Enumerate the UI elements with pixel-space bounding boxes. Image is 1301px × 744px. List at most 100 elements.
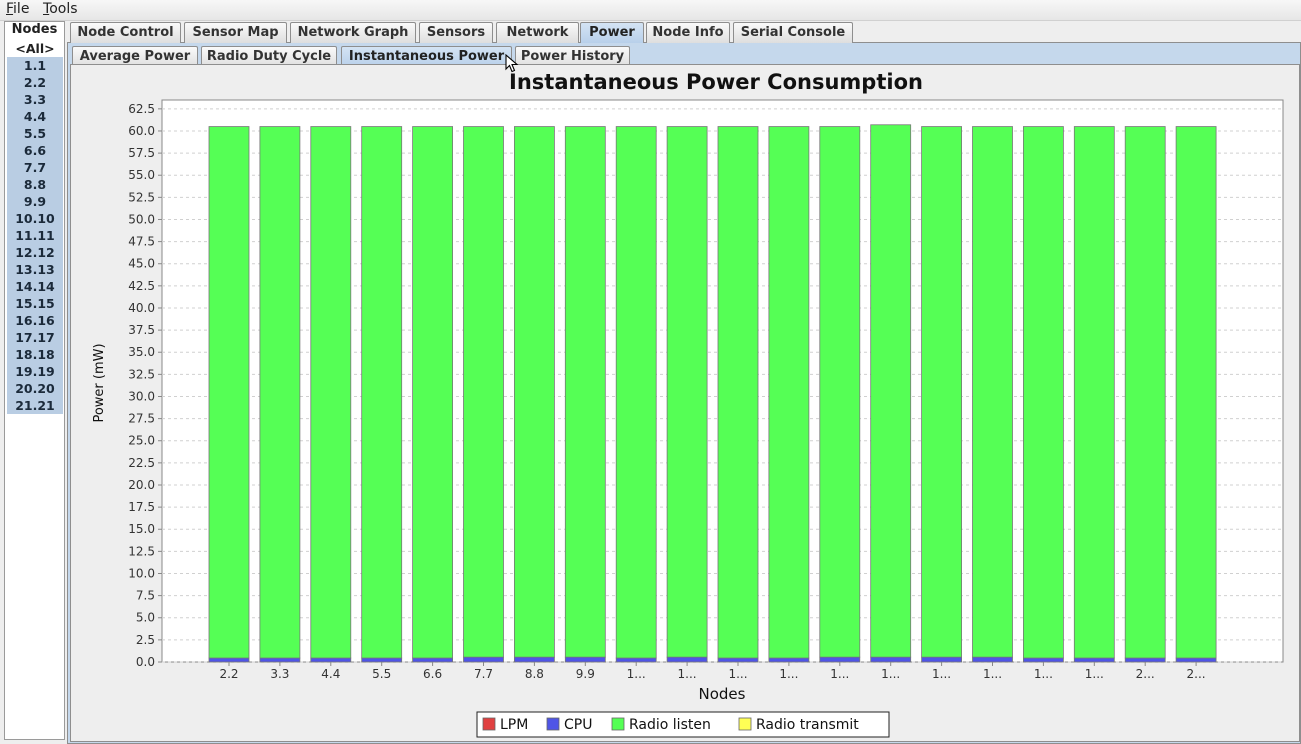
y-tick-label: 52.5 (128, 190, 155, 204)
node-item[interactable]: 19.19 (7, 363, 63, 380)
bar-segment (921, 656, 962, 663)
y-tick-label: 62.5 (128, 102, 155, 116)
node-item[interactable]: 16.16 (7, 312, 63, 329)
x-tick-label: 1... (983, 667, 1002, 681)
node-item[interactable]: 2.2 (7, 74, 63, 91)
node-list[interactable]: <All> 1.1 2.2 3.3 4.4 5.5 6.6 7.7 8.8 9.… (7, 40, 63, 414)
node-item[interactable]: 12.12 (7, 244, 63, 261)
legend-swatch-lpm (482, 717, 496, 731)
legend-label-lpm: LPM (500, 717, 528, 733)
bar-segment (1175, 657, 1217, 663)
bar-segment (870, 656, 912, 663)
node-item[interactable]: 11.11 (7, 227, 63, 244)
legend-frame (476, 711, 890, 738)
node-item-all[interactable]: <All> (7, 40, 63, 57)
bar-segment (819, 126, 861, 658)
bar-segment (259, 126, 301, 659)
tab-network-graph[interactable]: Network Graph (290, 22, 416, 43)
power-subtab-row: Average Power Radio Duty Cycle Instantan… (67, 46, 667, 68)
tab-network[interactable]: Network (496, 22, 579, 43)
y-tick-label: 7.5 (136, 589, 155, 603)
y-tick-label: 45.0 (128, 257, 155, 271)
node-item[interactable]: 14.14 (7, 278, 63, 295)
x-tick-label: 1... (678, 667, 697, 681)
y-tick-label: 47.5 (128, 235, 155, 249)
bar-segment (564, 656, 606, 663)
x-tick-label: 9.9 (576, 667, 595, 681)
tab-instantaneous-power[interactable]: Instantaneous Power (341, 46, 512, 67)
node-item[interactable]: 21.21 (7, 397, 63, 414)
bar-segment (1124, 126, 1166, 659)
legend-label-cpu: CPU (564, 717, 592, 733)
node-item[interactable]: 13.13 (7, 261, 63, 278)
bar-segment (564, 126, 606, 658)
y-tick-label: 42.5 (128, 279, 155, 293)
node-item[interactable]: 9.9 (7, 193, 63, 210)
bar-segment (1023, 126, 1064, 659)
tab-node-info[interactable]: Node Info (646, 22, 730, 43)
menu-file[interactable]: File (6, 1, 29, 17)
y-tick-label: 37.5 (128, 323, 155, 337)
node-item[interactable]: 5.5 (7, 125, 63, 142)
tab-sensor-map[interactable]: Sensor Map (184, 22, 287, 43)
bar-segment (717, 657, 759, 663)
y-tick-label: 55.0 (128, 168, 155, 182)
tab-power-history[interactable]: Power History (515, 46, 630, 67)
y-tick-label: 40.0 (128, 301, 155, 315)
bar-segment (921, 126, 962, 658)
y-tick-label: 60.0 (128, 124, 155, 138)
node-item[interactable]: 18.18 (7, 346, 63, 363)
bar-segment (768, 657, 810, 663)
bar-segment (208, 126, 250, 659)
tab-average-power[interactable]: Average Power (72, 46, 198, 67)
y-tick-label: 50.0 (128, 212, 155, 226)
legend-swatch-radio-listen (611, 717, 625, 731)
power-bar-chart: Instantaneous Power Consumption 0.0 2.5 5.… (92, 70, 1284, 738)
menu-tools[interactable]: Tools (43, 1, 78, 17)
node-item[interactable]: 17.17 (7, 329, 63, 346)
bar-segment (1023, 657, 1064, 663)
node-item[interactable]: 4.4 (7, 108, 63, 125)
node-item[interactable]: 10.10 (7, 210, 63, 227)
tab-radio-duty-cycle[interactable]: Radio Duty Cycle (201, 46, 337, 67)
tab-node-control[interactable]: Node Control (70, 22, 181, 43)
legend-label-radio-transmit: Radio transmit (756, 717, 859, 733)
y-tick-label: 30.0 (128, 389, 155, 403)
node-item[interactable]: 1.1 (7, 57, 63, 74)
y-axis-label: Power (mW) (92, 343, 107, 422)
x-tick-label: 1... (728, 667, 747, 681)
tab-sensors[interactable]: Sensors (419, 22, 493, 43)
x-tick-label: 6.6 (423, 667, 442, 681)
node-item[interactable]: 8.8 (7, 176, 63, 193)
node-item[interactable]: 7.7 (7, 159, 63, 176)
bar-segment (717, 126, 759, 659)
x-tick-label: 1... (627, 667, 646, 681)
bar-segment (463, 126, 504, 658)
bars (208, 124, 1217, 663)
bar-segment (768, 126, 810, 659)
chart-title: Instantaneous Power Consumption (509, 70, 923, 94)
nodes-panel: Nodes <All> 1.1 2.2 3.3 4.4 5.5 6.6 7.7 … (4, 21, 65, 740)
main-area: Node Control Sensor Map Network Graph Se… (67, 21, 1301, 744)
bar-segment (412, 126, 454, 659)
bar-segment (666, 656, 708, 663)
y-tick-label: 12.5 (128, 544, 155, 558)
x-tick-label: 1... (779, 667, 798, 681)
node-item[interactable]: 15.15 (7, 295, 63, 312)
node-item[interactable]: 3.3 (7, 91, 63, 108)
bar-segment (615, 657, 657, 663)
menu-file-mnemonic: F (6, 1, 14, 17)
node-item[interactable]: 20.20 (7, 380, 63, 397)
tab-serial-console[interactable]: Serial Console (733, 22, 853, 43)
bar-segment (1124, 657, 1166, 663)
legend-swatch-cpu (546, 717, 560, 731)
x-tick-label: 1... (830, 667, 849, 681)
bar-segment (310, 657, 352, 663)
tab-power[interactable]: Power (580, 22, 644, 43)
node-item[interactable]: 6.6 (7, 142, 63, 159)
x-tick-label: 2.2 (219, 667, 238, 681)
bar-segment (666, 126, 708, 658)
main-tab-row: Node Control Sensor Map Network Graph Se… (67, 22, 867, 44)
legend-swatch-radio-transmit (738, 717, 752, 731)
bar-segment (513, 126, 555, 658)
